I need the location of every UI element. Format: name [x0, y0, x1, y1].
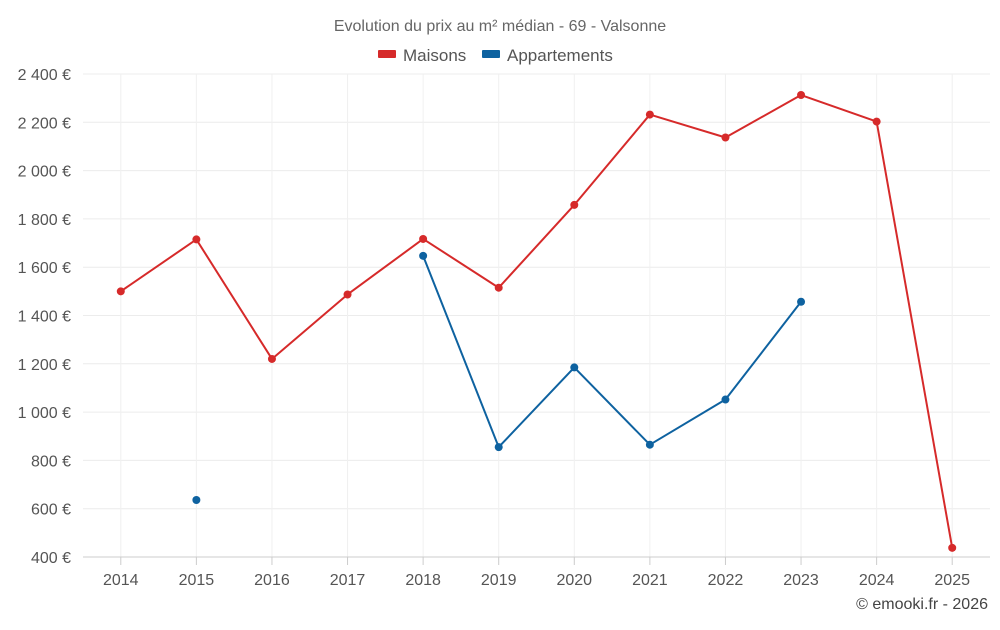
- x-tick-label: 2025: [934, 572, 970, 589]
- y-tick-label: 1 600 €: [18, 260, 71, 277]
- data-point-maisons-2018[interactable]: [419, 234, 428, 243]
- grid: [83, 73, 990, 557]
- axes: 400 € 600 € 800 € 1 000 € 1 200 € 1 400 € 1 60…: [18, 67, 990, 589]
- x-tick-label: 2022: [708, 572, 744, 589]
- series-line-appartements: [422, 255, 802, 449]
- data-point-maisons-2020[interactable]: [570, 200, 579, 209]
- chart-legend: Maisons Appartements: [378, 46, 613, 65]
- y-tick-label: 1 800 €: [18, 212, 71, 229]
- x-tick-label: 2023: [783, 572, 819, 589]
- x-tick-label: 2018: [405, 572, 441, 589]
- data-point-appartements-2015[interactable]: [192, 496, 201, 505]
- x-tick-label: 2024: [859, 572, 895, 589]
- data-point-appartements-2021[interactable]: [645, 440, 654, 449]
- x-tick-label: 2020: [556, 572, 592, 589]
- y-tick-label: 800 €: [31, 453, 71, 470]
- series-appartements: [192, 251, 806, 505]
- x-tick-label: 2016: [254, 572, 290, 589]
- x-tick-label: 2014: [103, 572, 139, 589]
- legend-swatch-maisons: [378, 50, 396, 58]
- data-point-appartements-2019[interactable]: [494, 443, 503, 452]
- data-point-appartements-2023[interactable]: [797, 297, 806, 306]
- series: [116, 91, 957, 552]
- legend-label-maisons[interactable]: Maisons: [403, 46, 466, 65]
- data-point-maisons-2019[interactable]: [494, 283, 503, 292]
- data-point-maisons-2017[interactable]: [343, 290, 352, 299]
- data-point-maisons-2016[interactable]: [267, 354, 276, 363]
- y-tick-label: 2 200 €: [18, 115, 71, 132]
- data-point-maisons-2022[interactable]: [721, 133, 730, 142]
- data-point-appartements-2020[interactable]: [570, 363, 579, 372]
- data-point-maisons-2015[interactable]: [192, 235, 201, 244]
- y-tick-label: 2 000 €: [18, 164, 71, 181]
- data-point-maisons-2024[interactable]: [872, 117, 881, 126]
- data-point-maisons-2021[interactable]: [645, 110, 654, 119]
- y-tick-label: 1 400 €: [18, 309, 71, 326]
- y-tick-label: 1 000 €: [18, 405, 71, 422]
- y-tick-label: 600 €: [31, 502, 71, 519]
- y-tick-label: 2 400 €: [18, 67, 71, 84]
- x-tick-label: 2021: [632, 572, 668, 589]
- data-point-appartements-2022[interactable]: [721, 395, 730, 404]
- chart-title: Evolution du prix au m² médian - 69 - Va…: [334, 18, 666, 35]
- data-point-maisons-2025[interactable]: [948, 543, 957, 552]
- y-tick-label: 1 200 €: [18, 357, 71, 374]
- x-tick-label: 2015: [179, 572, 215, 589]
- legend-swatch-appartements: [482, 50, 500, 58]
- x-tick-label: 2019: [481, 572, 517, 589]
- credit-text: © emooki.fr - 2026: [856, 596, 988, 613]
- series-maisons: [116, 91, 957, 552]
- data-point-maisons-2023[interactable]: [797, 91, 806, 100]
- data-point-maisons-2014[interactable]: [116, 287, 125, 296]
- data-point-appartements-2018[interactable]: [419, 251, 428, 260]
- x-tick-label: 2017: [330, 572, 366, 589]
- y-tick-label: 400 €: [31, 550, 71, 567]
- legend-label-appartements[interactable]: Appartements: [507, 46, 613, 65]
- series-line-maisons: [120, 94, 954, 548]
